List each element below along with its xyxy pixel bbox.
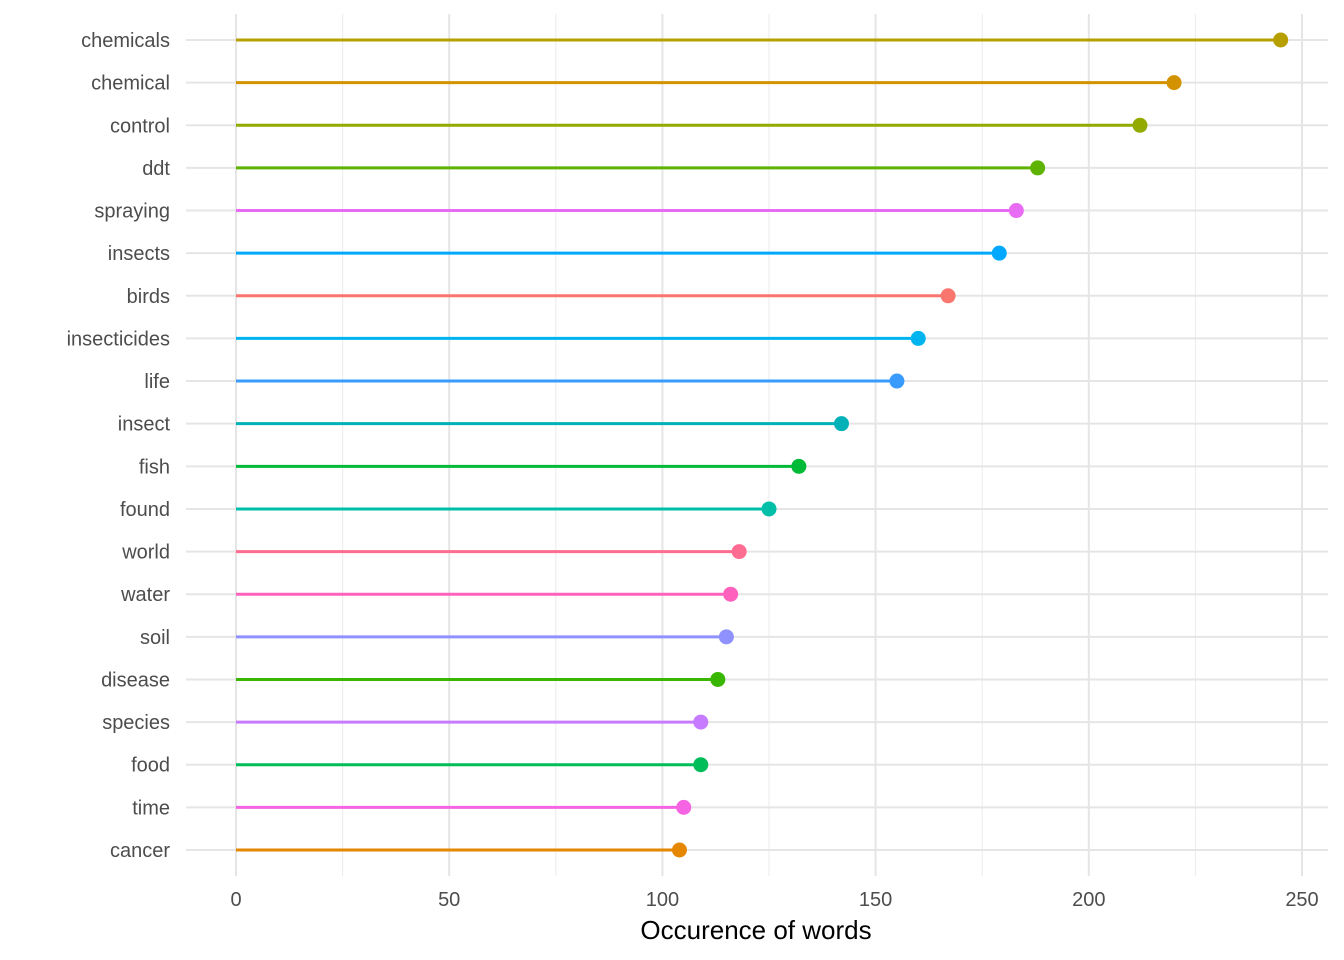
y-tick-label: water	[120, 584, 170, 606]
y-tick-label: found	[120, 499, 170, 521]
dot-insect	[833, 416, 849, 432]
x-tick-label: 150	[859, 889, 892, 911]
grid-minor	[342, 14, 1196, 876]
dot-soil	[718, 629, 734, 645]
dot-disease	[710, 671, 726, 687]
dot-cancer	[671, 842, 687, 858]
y-tick-label: control	[110, 115, 170, 137]
y-tick-label: world	[121, 542, 170, 564]
x-tick-label: 200	[1072, 889, 1105, 911]
x-axis-labels: 0 50 100 150 200 250	[230, 889, 1318, 911]
grid-major	[186, 14, 1328, 876]
x-tick-label: 50	[438, 889, 460, 911]
x-tick-label: 250	[1285, 889, 1318, 911]
dot-birds	[940, 288, 956, 304]
lollipop-stems	[236, 38, 1281, 852]
y-tick-label: insecticides	[67, 328, 170, 350]
y-tick-label: time	[132, 797, 170, 819]
dot-chemical	[1166, 75, 1182, 91]
dot-food	[693, 757, 709, 773]
y-tick-label: spraying	[94, 201, 170, 223]
y-tick-label: species	[102, 712, 170, 734]
x-tick-label: 0	[230, 889, 241, 911]
y-axis-labels: chemicals chemical control ddt spraying insec…	[67, 30, 171, 862]
dot-control	[1132, 117, 1148, 133]
dot-found	[761, 501, 777, 517]
lollipop-dots	[671, 32, 1289, 858]
dot-fish	[791, 458, 807, 474]
y-tick-label: insect	[118, 414, 171, 436]
dot-time	[676, 799, 692, 815]
dot-species	[693, 714, 709, 730]
dot-life	[889, 373, 905, 389]
dot-chemicals	[1273, 32, 1289, 48]
y-tick-label: soil	[140, 627, 170, 649]
x-tick-label: 100	[646, 889, 679, 911]
y-tick-label: fish	[139, 456, 170, 478]
y-tick-label: disease	[101, 669, 170, 691]
dot-insecticides	[910, 330, 926, 346]
y-tick-label: ddt	[142, 158, 170, 180]
dot-world	[731, 544, 747, 560]
y-tick-label: birds	[127, 286, 170, 308]
dot-water	[723, 586, 739, 602]
y-tick-label: chemicals	[81, 30, 170, 52]
dot-spraying	[1008, 203, 1024, 219]
y-tick-label: food	[131, 755, 170, 777]
dot-ddt	[1030, 160, 1046, 176]
y-tick-label: chemical	[91, 73, 170, 95]
y-tick-label: insects	[108, 243, 170, 265]
y-tick-label: life	[144, 371, 170, 393]
y-tick-label: cancer	[110, 840, 170, 862]
dot-insects	[991, 245, 1007, 261]
x-axis-title: Occurence of words	[640, 915, 871, 945]
